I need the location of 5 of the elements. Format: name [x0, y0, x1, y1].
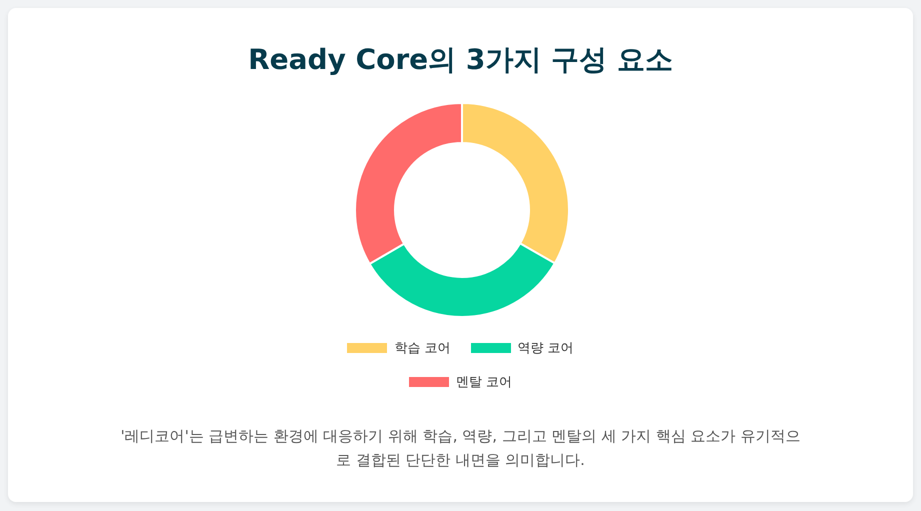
chart-title: Ready Core의 3가지 구성 요소: [248, 43, 673, 76]
text: '레디코어'는 급변하는 환경에 대응하기 위해 학습, 역량, 그리고 멘탈의 세 가지 핵심 요소가 유기적으로 결합된 단단한 내면을 의미합니다.: [120, 426, 802, 471]
legend-label: 학습 코어: [394, 340, 450, 357]
legend-label: 역량 코어: [518, 340, 574, 357]
legend-label: 멘탈 코어: [456, 374, 512, 391]
